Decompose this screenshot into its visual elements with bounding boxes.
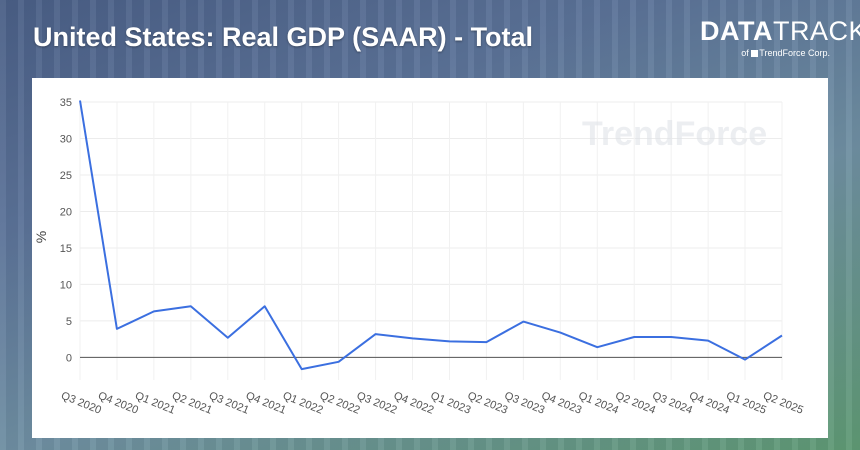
y-tick-label: 10 [60,279,72,291]
data-point[interactable] [632,334,637,339]
logo-sub-brand: TrendForce Corp. [759,48,830,58]
y-tick-label: 5 [66,316,72,328]
x-tick-label: Q2 2022 [318,390,362,417]
x-tick-label: Q1 2022 [281,390,325,417]
data-point[interactable] [410,336,415,341]
data-point[interactable] [188,304,193,309]
data-point[interactable] [780,333,785,338]
data-point[interactable] [706,338,711,343]
x-tick-label: Q3 2020 [59,390,103,417]
x-tick-label: Q3 2023 [503,390,547,417]
data-point[interactable] [151,309,156,314]
logo-subtitle: of TrendForce Corp. [700,48,830,58]
series-line [79,100,783,371]
x-tick-label: Q4 2020 [96,390,140,417]
data-point[interactable] [521,319,526,324]
y-tick-label: 35 [60,97,72,109]
watermark: TrendForce [582,115,767,153]
data-point[interactable] [743,357,748,362]
data-point[interactable] [78,98,83,103]
datatrack-logo: DATATRACK of TrendForce Corp. [700,16,860,58]
logo-word-light: TRACK [772,16,860,46]
logo-wordmark: DATATRACK [700,16,860,46]
data-point[interactable] [447,339,452,344]
trendforce-mark-icon [751,50,759,57]
x-tick-label: Q2 2021 [170,390,214,417]
data-point[interactable] [225,335,230,340]
x-tick-label: Q1 2025 [724,390,768,417]
x-tick-label: Q4 2022 [392,390,436,417]
y-axis-ticks: 0 5 10 15 20 25 30 35 [60,97,72,364]
data-point[interactable] [669,334,674,339]
data-point[interactable] [373,332,378,337]
y-tick-label: 20 [60,206,72,218]
x-tick-label: Q3 2022 [355,390,399,417]
data-point[interactable] [484,340,489,345]
x-tick-label: Q1 2023 [429,390,473,417]
x-tick-label: Q4 2023 [540,390,584,417]
x-tick-label: Q3 2021 [207,390,251,417]
y-tick-label: 30 [60,133,72,145]
x-tick-label: Q2 2024 [614,390,658,417]
data-point[interactable] [558,330,563,335]
y-tick-label: 0 [66,352,72,364]
x-tick-label: Q4 2021 [244,390,288,417]
chart-panel: TrendForce 0 5 10 15 20 25 30 35 Q3 2020 Q4 2020… [32,78,828,438]
data-point[interactable] [299,367,304,372]
x-tick-label: Q2 2025 [761,390,805,417]
page-title: United States: Real GDP (SAAR) - Total [33,22,534,52]
logo-word-bold: DATA [700,16,773,46]
gridlines [79,101,783,380]
x-tick-label: Q4 2024 [687,390,731,417]
data-point[interactable] [595,345,600,350]
x-tick-label: Q2 2023 [466,390,510,417]
y-tick-label: 15 [60,243,72,255]
logo-sub-prefix: of [741,48,749,58]
x-tick-label: Q1 2024 [577,390,621,417]
y-axis-label: % [33,231,49,243]
y-tick-label: 25 [60,170,72,182]
data-point[interactable] [336,359,341,364]
data-point[interactable] [262,304,267,309]
x-tick-label: Q3 2024 [650,390,694,417]
x-tick-label: Q1 2021 [133,390,177,417]
data-point[interactable] [114,326,119,331]
